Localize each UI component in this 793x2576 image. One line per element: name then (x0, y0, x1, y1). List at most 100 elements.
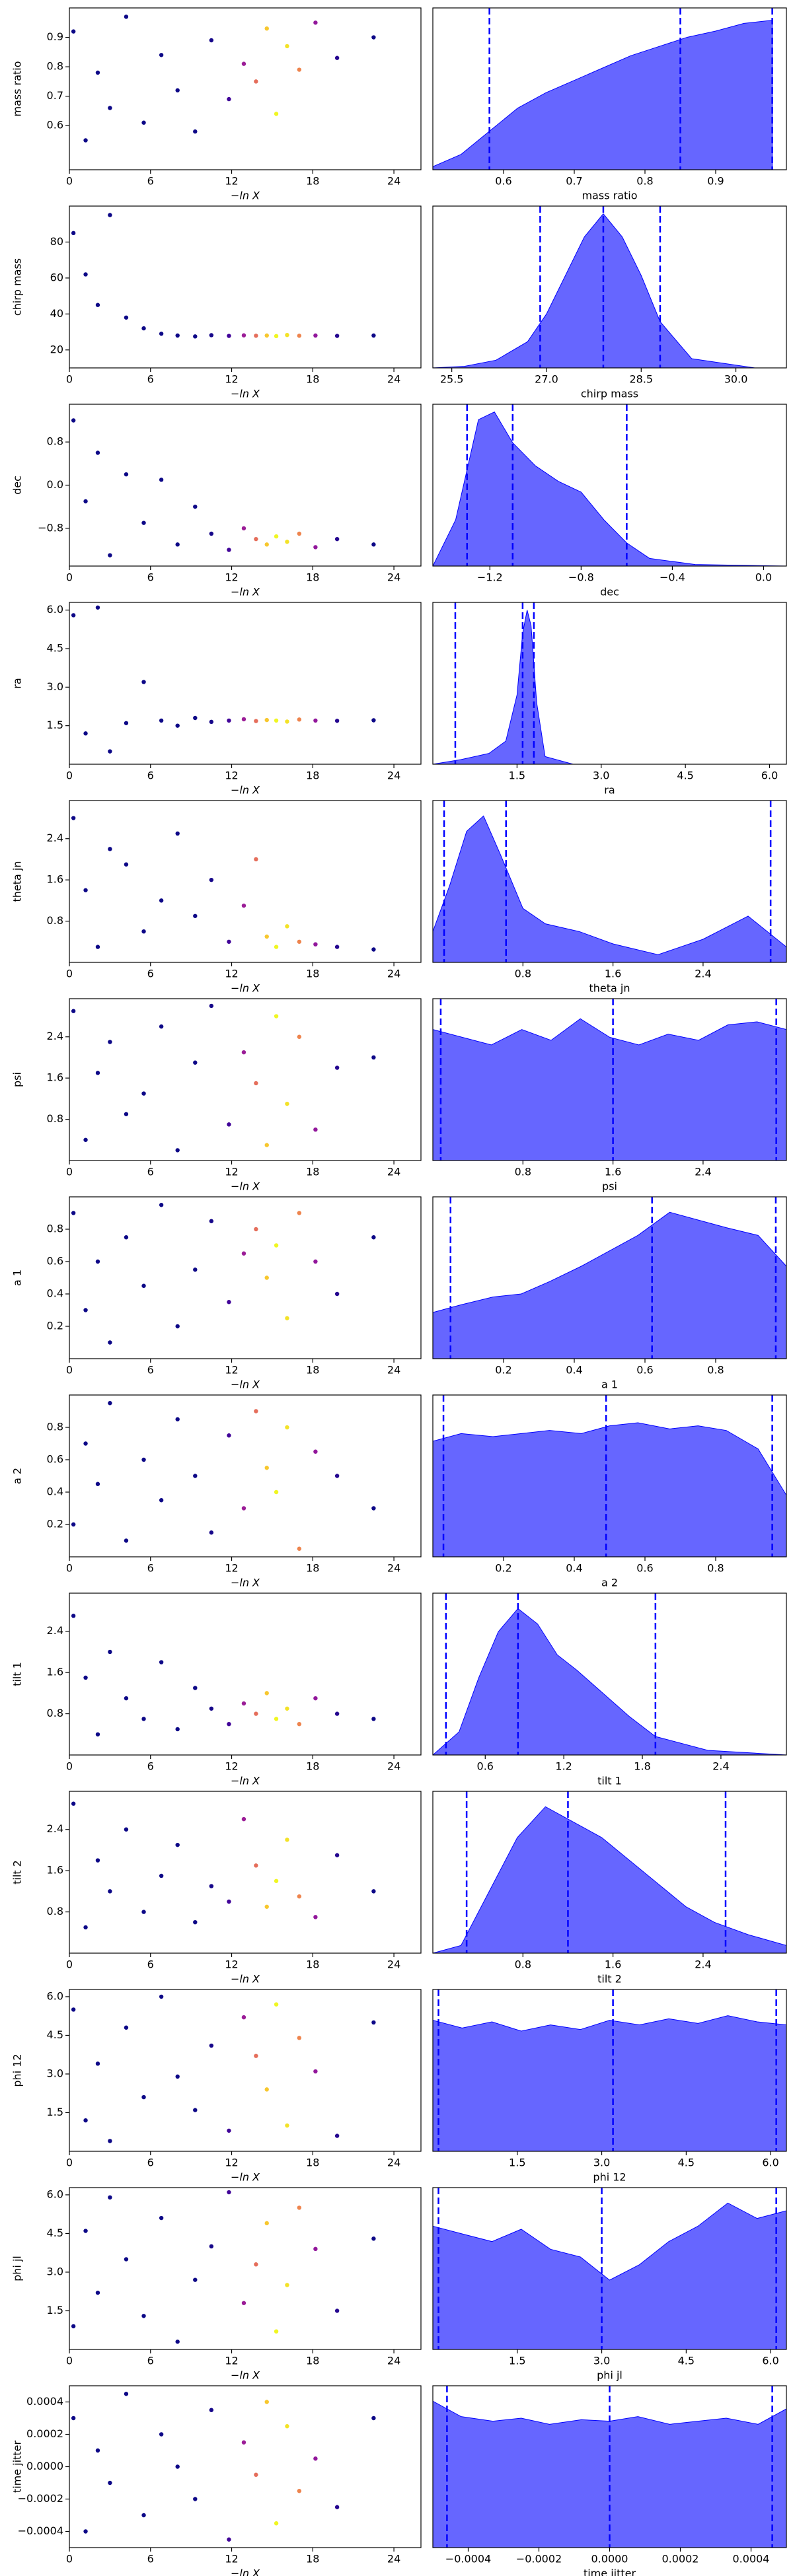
sample-point (371, 35, 376, 40)
sample-point (274, 1014, 279, 1019)
sample-point (95, 1259, 100, 1264)
x-tick-label: 0.9 (707, 175, 724, 188)
sample-point (254, 1409, 258, 1413)
sample-point (371, 2236, 376, 2241)
y-tick-label: 0.6 (47, 1453, 63, 1466)
sample-point (175, 333, 180, 338)
plot-area (71, 1203, 376, 1345)
sample-point (334, 2308, 340, 2313)
sample-point (71, 2415, 76, 2421)
x-tick-label: 12 (225, 175, 238, 188)
x-tick-label: 2.4 (695, 1958, 711, 1971)
y-tick-label: 2.4 (47, 832, 63, 844)
sample-point (264, 1691, 269, 1696)
sample-point (95, 1732, 100, 1736)
sample-point (254, 1081, 258, 1086)
sample-point (175, 88, 180, 92)
plot-area (433, 404, 786, 566)
plot-area (433, 2188, 786, 2349)
sample-point (285, 2123, 289, 2128)
sample-point (124, 1112, 129, 1116)
sample-point (175, 723, 180, 728)
x-tick-label: −0.4 (660, 571, 685, 584)
sample-point (264, 1275, 269, 1280)
sample-point (241, 2301, 246, 2305)
plot-area (433, 1593, 786, 1755)
x-tick-label: −0.8 (568, 571, 594, 584)
sample-point (193, 1474, 198, 1478)
sample-point (175, 2074, 180, 2079)
sample-point (175, 1842, 180, 1847)
y-tick-label: 4.5 (47, 2028, 63, 2041)
x-tick-label: 0.8 (707, 1562, 724, 1575)
x-axis-label: −ln X (231, 190, 260, 202)
x-tick-label: 0.0 (755, 571, 772, 584)
sample-point (141, 680, 146, 684)
sample-point (313, 545, 318, 550)
sample-point (124, 721, 129, 725)
x-axis-label: a 1 (601, 1378, 618, 1391)
density-area (433, 1211, 786, 1359)
sample-point (193, 2108, 198, 2112)
sample-point (108, 2139, 112, 2143)
x-tick-label: 24 (387, 968, 400, 980)
sample-point (108, 749, 112, 754)
sample-point (159, 1203, 164, 1207)
sample-point (108, 553, 112, 557)
sample-point (227, 1899, 231, 1904)
x-axis-label: psi (602, 1180, 617, 1193)
sample-point (274, 2329, 279, 2334)
y-tick-label: 1.5 (47, 719, 63, 731)
x-tick-label: 12 (225, 2355, 238, 2367)
x-axis-label: ra (604, 784, 615, 797)
sample-point (334, 1711, 340, 1716)
sample-point (193, 2277, 198, 2282)
x-tick-label: 24 (387, 1562, 400, 1575)
y-axis-label: phi 12 (11, 2054, 24, 2087)
plot-area (433, 1197, 786, 1359)
plot-area (71, 605, 376, 754)
x-tick-label: 2.4 (695, 968, 711, 980)
panel: 1.5 3.0 4.5 6.0 ra (432, 602, 787, 797)
sample-point (95, 2061, 100, 2066)
sample-point (71, 2007, 76, 2012)
sample-point (108, 2480, 112, 2486)
sample-point (209, 1706, 214, 1711)
sample-point (159, 478, 164, 482)
x-tick-label: 6.0 (762, 2355, 778, 2367)
sample-point (175, 542, 180, 547)
x-tick-label: 12 (225, 968, 238, 980)
sample-point (83, 1441, 88, 1446)
sample-point (209, 719, 214, 725)
x-tick-label: 6 (147, 1562, 154, 1575)
sample-point (313, 2456, 318, 2461)
x-tick-label: 0 (66, 2355, 73, 2367)
sample-point (124, 315, 129, 320)
sample-point (108, 847, 112, 851)
x-tick-label: 0.2 (495, 1562, 511, 1575)
y-tick-label: 2.4 (47, 1624, 63, 1637)
sample-point (227, 1122, 231, 1127)
x-tick-label: 18 (306, 2157, 319, 2169)
y-axis-label: a 2 (11, 1468, 24, 1484)
y-axis-label: a 1 (11, 1270, 24, 1286)
plot-area (433, 2386, 786, 2548)
y-tick-label: 0.8 (47, 1223, 63, 1235)
axes-frame (69, 1196, 422, 1359)
panel: 0 6 12 18 24 −0.0004 −0.0002 0.0000 0.0002 0.0004… (11, 2385, 422, 2576)
sample-point (124, 2257, 129, 2262)
sample-point (124, 862, 129, 867)
y-tick-label: 1.6 (47, 873, 63, 886)
axes-frame (432, 7, 787, 170)
y-tick-label: 0.0 (47, 478, 63, 491)
x-tick-label: 0 (66, 1562, 73, 1575)
axes-frame (69, 2187, 422, 2350)
axes-frame (432, 998, 787, 1161)
sample-point (297, 531, 302, 536)
sample-point (71, 29, 76, 34)
x-tick-label: 18 (306, 769, 319, 782)
y-tick-label: 1.6 (47, 1666, 63, 1678)
x-tick-label: 4.5 (678, 2355, 695, 2367)
sample-point (193, 1060, 198, 1065)
x-axis-label: −ln X (231, 1180, 260, 1193)
